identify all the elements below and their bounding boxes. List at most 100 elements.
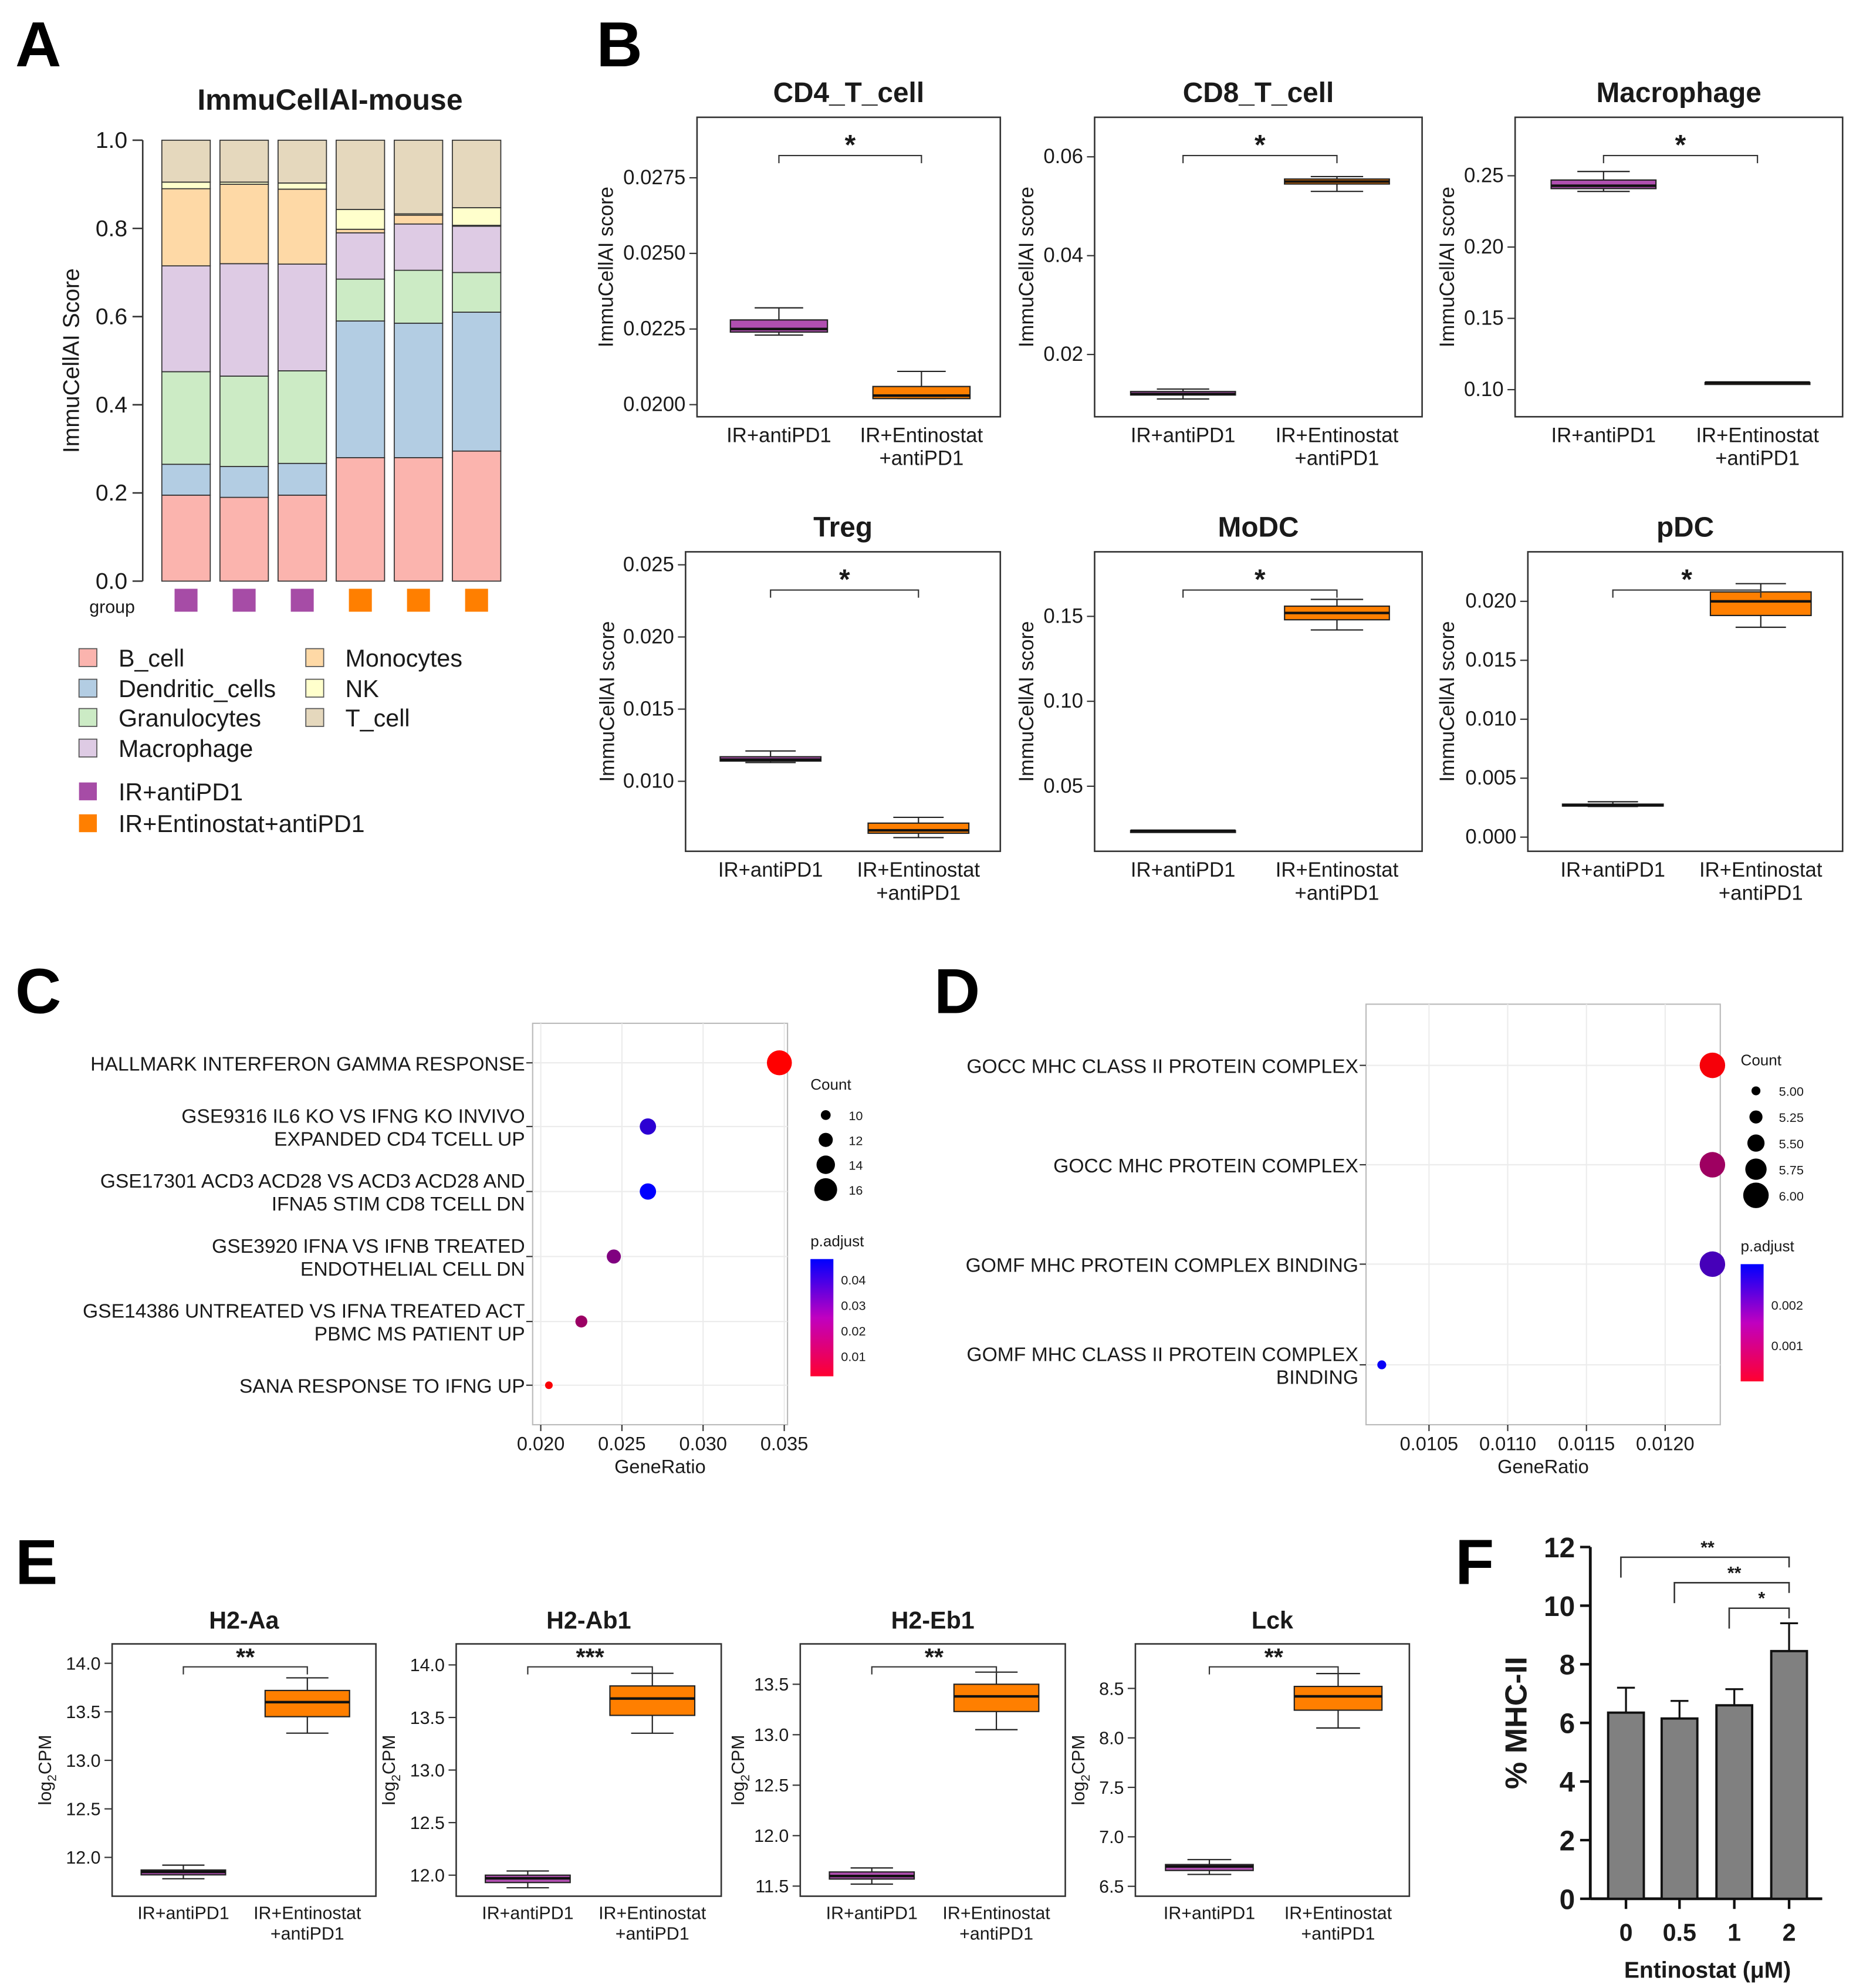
size-legend-label: 10 bbox=[848, 1108, 863, 1123]
data-point bbox=[640, 1118, 657, 1135]
x-tick-label: 1 bbox=[1727, 1919, 1741, 1946]
y-tick-label: 8.5 bbox=[1099, 1679, 1124, 1699]
group-marker bbox=[407, 589, 430, 612]
data-point bbox=[1377, 1360, 1387, 1370]
legend-swatch bbox=[305, 678, 324, 698]
bar-segment-granulocytes bbox=[336, 278, 386, 322]
x-tick-label: +antiPD1 bbox=[1715, 448, 1800, 470]
plot-frame bbox=[1134, 1643, 1411, 1897]
y-tick-label: 0.15 bbox=[1464, 307, 1504, 329]
y-label-log: log bbox=[728, 1781, 748, 1806]
term-label: EXPANDED CD4 TCELL UP bbox=[274, 1128, 525, 1150]
y-tick-label: 0.015 bbox=[623, 698, 674, 720]
y-tick-label: 0.0200 bbox=[623, 393, 685, 415]
boxplot-pdc: pDC 0.000 0.005 0.010 0.015 0.020 ImmuCellAI s… bbox=[1436, 512, 1844, 904]
data-point bbox=[640, 1183, 657, 1200]
bar-segment-macrophage bbox=[219, 263, 269, 377]
term-label: SANA RESPONSE TO IFNG UP bbox=[239, 1376, 525, 1398]
y-tick-label: 14.0 bbox=[66, 1654, 100, 1673]
term-label: ENDOTHELIAL CELL DN bbox=[300, 1259, 525, 1280]
box-ir-antipd1 bbox=[485, 1870, 571, 1889]
significance-stars: * bbox=[1255, 564, 1266, 595]
size-legend-dot bbox=[814, 1178, 837, 1201]
y-label-cpm: CPM bbox=[728, 1735, 748, 1775]
x-tick-label: 0.035 bbox=[760, 1433, 809, 1454]
color-legend-label: 0.001 bbox=[1771, 1338, 1803, 1353]
bar-segment-monocytes bbox=[394, 214, 444, 225]
box-ir-entinostat-antipd1 bbox=[1704, 381, 1811, 386]
bar-segment-b-cell bbox=[161, 494, 211, 582]
subplot-title: Lck bbox=[1252, 1607, 1293, 1634]
bar-segment-monocytes bbox=[336, 228, 386, 234]
box-ir-antipd1 bbox=[719, 750, 822, 763]
bar-segment-nk bbox=[161, 181, 211, 190]
y-axis-label: ImmuCellAI Score bbox=[59, 268, 84, 453]
bar bbox=[1715, 1704, 1754, 1900]
x-tick-label: IR+Entinostat bbox=[942, 1904, 1050, 1923]
y-tick-label: 0.02 bbox=[1043, 343, 1083, 366]
significance-bracket bbox=[1208, 1666, 1339, 1675]
significance-bracket bbox=[1673, 1582, 1790, 1604]
x-tick-label: +antiPD1 bbox=[876, 882, 961, 904]
x-tick-label: IR+antiPD1 bbox=[137, 1904, 229, 1923]
term-label: GSE14386 UNTREATED VS IFNA TREATED ACT bbox=[83, 1301, 525, 1323]
bar-segment-macrophage bbox=[277, 263, 327, 371]
size-legend-label: 5.75 bbox=[1779, 1162, 1804, 1177]
size-legend-title: Count bbox=[1741, 1052, 1782, 1069]
y-tick-label: 10 bbox=[1544, 1591, 1575, 1622]
boxplot-h2-aa: H2-Aa 12.0 12.5 13.0 13.5 14.0 log2CPM ** IR+ant… bbox=[35, 1607, 377, 1943]
y-axis-label: log2CPM bbox=[379, 1735, 403, 1806]
size-legend-label: 6.00 bbox=[1779, 1189, 1804, 1203]
bar-segment-dendritic-cells bbox=[394, 322, 444, 458]
size-legend-dot bbox=[1743, 1182, 1769, 1208]
bar-segment-b-cell bbox=[219, 496, 269, 582]
legend-label: Macrophage bbox=[119, 735, 253, 762]
bar-segment-granulocytes bbox=[219, 376, 269, 467]
y-label-log: log bbox=[35, 1781, 55, 1806]
size-legend-title: Count bbox=[810, 1076, 851, 1093]
y-tick-label: 0.05 bbox=[1043, 775, 1083, 797]
box-ir-antipd1 bbox=[140, 1864, 226, 1879]
bar-segment-monocytes bbox=[161, 188, 211, 266]
box-ir-antipd1 bbox=[1561, 801, 1664, 807]
x-tick-label: +antiPD1 bbox=[271, 1923, 344, 1943]
plot-frame bbox=[1094, 551, 1423, 853]
y-axis-label: ImmuCellAI score bbox=[597, 621, 619, 782]
y-tick-label: 0.000 bbox=[1465, 826, 1516, 848]
subplot-title: Treg bbox=[813, 512, 873, 543]
legend-swatch bbox=[79, 814, 97, 833]
color-legend-label: 0.02 bbox=[841, 1324, 865, 1338]
x-tick-label: 0.0105 bbox=[1400, 1433, 1459, 1454]
box-ir-antipd1 bbox=[1130, 829, 1236, 833]
data-point bbox=[1699, 1052, 1726, 1078]
significance-bracket bbox=[1728, 1607, 1790, 1629]
bar-segment-t-cell bbox=[452, 140, 502, 208]
bar-segment-monocytes bbox=[277, 188, 327, 265]
y-tick-label: 0.15 bbox=[1043, 605, 1083, 627]
panel-label-e: E bbox=[15, 1527, 58, 1598]
subplot-title: Macrophage bbox=[1597, 77, 1761, 109]
box-ir-antipd1 bbox=[1550, 171, 1657, 192]
group-label: group bbox=[89, 597, 135, 617]
box-ir-entinostat-antipd1 bbox=[867, 816, 970, 839]
size-legend-dot bbox=[820, 1110, 831, 1120]
group-marker bbox=[174, 589, 198, 612]
y-tick-label: 13.0 bbox=[410, 1760, 445, 1780]
significance-bracket bbox=[871, 1666, 998, 1675]
bar-segment-dendritic-cells bbox=[219, 466, 269, 498]
panel-label-f: F bbox=[1455, 1527, 1494, 1598]
legend-swatch bbox=[305, 708, 324, 727]
box bbox=[953, 1683, 1040, 1712]
bar-segment-b-cell bbox=[336, 457, 386, 582]
y-tick-label: 13.5 bbox=[754, 1675, 789, 1695]
boxplot-treg: Treg 0.010 0.015 0.020 0.025 ImmuCellAI score… bbox=[597, 512, 1002, 904]
bar-segment-granulocytes bbox=[452, 272, 502, 313]
y-axis-label: ImmuCellAI score bbox=[1436, 621, 1459, 782]
bar-segment-nk bbox=[277, 182, 327, 190]
term-label: PBMC MS PATIENT UP bbox=[315, 1324, 525, 1345]
legend-label: IR+Entinostat+antiPD1 bbox=[119, 810, 365, 837]
subplot-title: CD4_T_cell bbox=[773, 77, 925, 109]
legend-label: Monocytes bbox=[346, 645, 462, 672]
y-axis-label: ImmuCellAI score bbox=[596, 187, 618, 347]
y-tick-label: 0.20 bbox=[1464, 236, 1504, 258]
